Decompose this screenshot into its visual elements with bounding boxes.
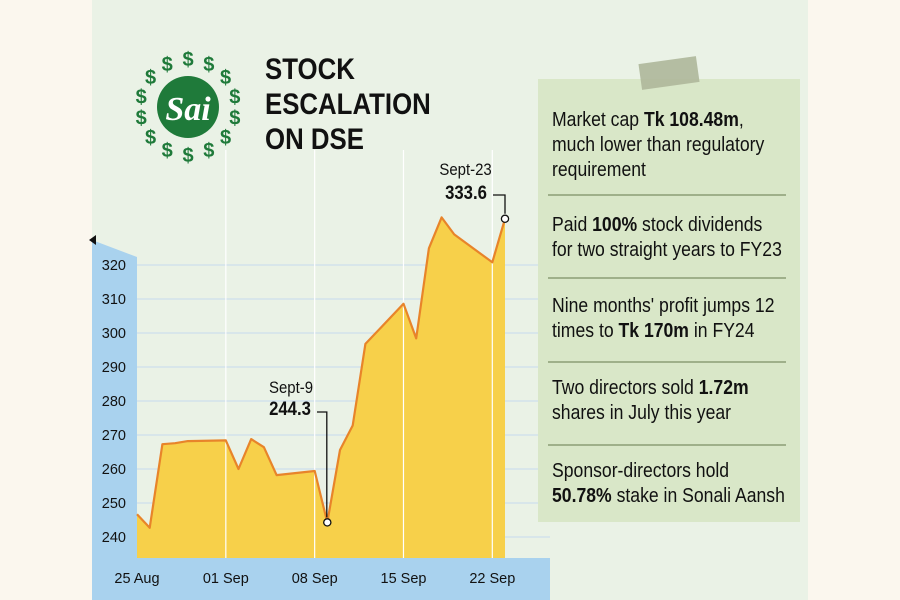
sai-logo-icon: $ $$$$$$$$$$$$$ Sai [136, 49, 241, 167]
note-divider [548, 361, 786, 363]
note-item: Nine months' profit jumps 12 times to Tk … [552, 294, 775, 344]
headline-line-1: STOCK [265, 53, 355, 86]
note-line: Market cap Tk 108.48m, [552, 108, 772, 133]
note-text: requirement [552, 159, 646, 181]
logo-dollar-glyph: $ [136, 86, 147, 108]
logo-dollar-glyph: $ [203, 54, 214, 76]
x-tick-label: 01 Sep [203, 571, 249, 587]
note-text: Paid [552, 214, 593, 236]
note-line: times to Tk 170m in FY24 [552, 319, 772, 344]
note-text: for two straight years to FY23 [552, 239, 782, 261]
annotation-low-date: Sept-9 [269, 378, 314, 397]
logo-dollar-glyph: $ [145, 67, 156, 89]
y-axis-ticks: 240 250 260 270 280 290 300 310 320 [102, 258, 126, 546]
note-divider [548, 277, 786, 279]
note-highlight: Tk 108.48m [643, 109, 739, 131]
note-item: Market cap Tk 108.48m, much lower than re… [552, 108, 772, 183]
annotation-high-value: 333.6 [445, 183, 487, 204]
note-line: shares in July this year [552, 401, 772, 426]
note-divider [548, 194, 786, 196]
left-margin [0, 0, 92, 600]
x-axis-ticks: 25 Aug 01 Sep 08 Sep 15 Sep 22 Sep [114, 571, 515, 587]
y-tick-label: 310 [102, 292, 126, 308]
y-tick-label: 250 [102, 496, 126, 512]
price-area [137, 217, 505, 558]
logo-dollar-glyph: $ [162, 54, 173, 76]
note-line: Two directors sold 1.72m [552, 376, 772, 401]
y-tick-label: 270 [102, 428, 126, 444]
note-highlight: 50.78% [552, 485, 612, 507]
x-tick-label: 22 Sep [469, 571, 515, 587]
logo-dollar-glyph: $ [220, 127, 231, 149]
note-line: Nine months' profit jumps 12 [552, 294, 775, 319]
leader-line-low [317, 411, 328, 518]
x-tick-label: 25 Aug [114, 571, 159, 587]
leader-line-high [493, 194, 506, 214]
logo-dollar-glyph: $ [145, 127, 156, 149]
y-tick-label: 290 [102, 360, 126, 376]
marker-high [500, 214, 510, 224]
logo-dollar-glyph: $ [229, 86, 240, 108]
note-text: shares in July this year [552, 402, 732, 424]
logo-dollar-glyph: $ [136, 108, 147, 130]
x-tick-label: 15 Sep [381, 571, 427, 587]
headline-line-2: ESCALATION [265, 88, 431, 121]
note-line: much lower than regulatory [552, 133, 772, 158]
note-highlight: Tk 170m [618, 320, 689, 342]
logo-dollar-glyph: $ [162, 140, 173, 162]
annotation-low-value: 244.3 [269, 399, 311, 420]
note-item: Two directors sold 1.72m shares in July t… [552, 376, 772, 426]
note-text: stock dividends [637, 214, 763, 236]
note-line: for two straight years to FY23 [552, 238, 782, 263]
y-tick-label: 320 [102, 258, 126, 274]
note-text: Two directors sold [552, 377, 699, 399]
axis-corner-marker [89, 235, 96, 245]
logo-dollar-glyph: $ [220, 67, 231, 89]
note-text: , [738, 109, 744, 131]
price-line [136, 216, 507, 529]
note-text: Market cap [552, 109, 644, 131]
note-item: Paid 100% stock dividends for two straigh… [552, 213, 782, 263]
note-divider [548, 444, 786, 446]
note-line: 50.78% stake in Sonali Aansh [552, 484, 785, 509]
y-tick-label: 300 [102, 326, 126, 342]
note-text: times to [552, 320, 619, 342]
marker-low [323, 518, 332, 527]
note-text: much lower than regulatory [552, 134, 765, 156]
note-text: Nine months' profit jumps 12 [552, 295, 775, 317]
note-text: in FY24 [688, 320, 755, 342]
note-text: stake in Sonali Aansh [611, 485, 785, 507]
annotation-high-date: Sept-23 [439, 160, 492, 179]
note-text: Sponsor-directors hold [552, 460, 730, 482]
right-margin [808, 0, 900, 600]
note-item: Sponsor-directors hold 50.78% stake in So… [552, 459, 785, 509]
svg-text:Sai: Sai [165, 91, 211, 128]
note-line: requirement [552, 158, 772, 183]
note-line: Paid 100% stock dividends [552, 213, 772, 238]
note-line: Sponsor-directors hold [552, 459, 772, 484]
logo-dollar-glyph: $ [182, 49, 193, 71]
logo-dollar-glyph: $ [182, 145, 193, 167]
x-tick-label: 08 Sep [292, 571, 338, 587]
note-highlight: 1.72m [698, 377, 749, 399]
annotation-leaders [317, 194, 510, 527]
axis-band [92, 240, 550, 600]
notes-card [538, 79, 800, 522]
y-tick-label: 240 [102, 530, 126, 546]
chart-vertical-grid [225, 150, 493, 558]
logo-dollar-glyph: $ [203, 140, 214, 162]
y-tick-label: 260 [102, 462, 126, 478]
logo-dollar-glyph: $ [229, 108, 240, 130]
y-tick-label: 280 [102, 394, 126, 410]
note-highlight: 100% [592, 214, 638, 236]
